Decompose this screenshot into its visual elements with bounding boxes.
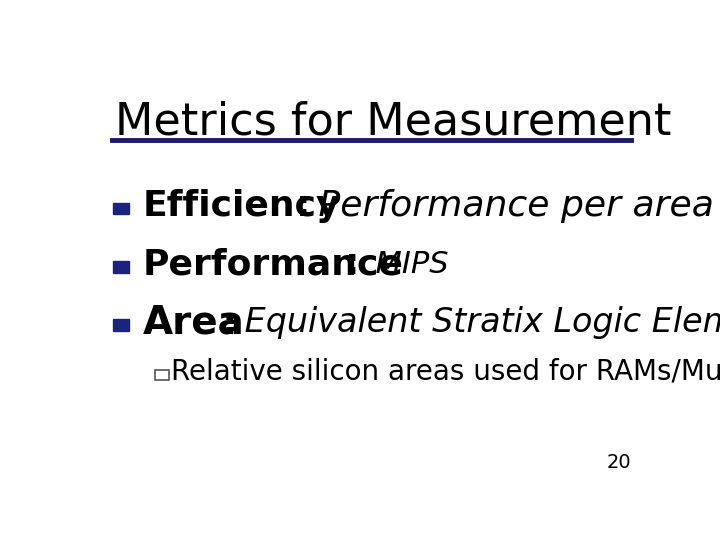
Text: Metrics for Measurement: Metrics for Measurement bbox=[115, 100, 672, 143]
Text: :: : bbox=[296, 189, 310, 223]
FancyBboxPatch shape bbox=[114, 261, 129, 273]
Text: Performance per area: Performance per area bbox=[307, 189, 714, 223]
FancyBboxPatch shape bbox=[114, 319, 129, 331]
Text: Relative silicon areas used for RAMs/Multipliers: Relative silicon areas used for RAMs/Mul… bbox=[171, 359, 720, 387]
Text: Area: Area bbox=[143, 303, 245, 342]
Text: :: : bbox=[345, 247, 359, 281]
Text: Performance: Performance bbox=[143, 247, 404, 281]
Text: Efficiency: Efficiency bbox=[143, 189, 341, 223]
FancyBboxPatch shape bbox=[156, 370, 168, 380]
Text: :: : bbox=[222, 303, 238, 342]
FancyBboxPatch shape bbox=[114, 203, 129, 214]
Text: MIPS: MIPS bbox=[356, 250, 449, 279]
Text: 20: 20 bbox=[607, 453, 631, 472]
Text: Equivalent Stratix Logic Elements (LEs): Equivalent Stratix Logic Elements (LEs) bbox=[234, 306, 720, 339]
